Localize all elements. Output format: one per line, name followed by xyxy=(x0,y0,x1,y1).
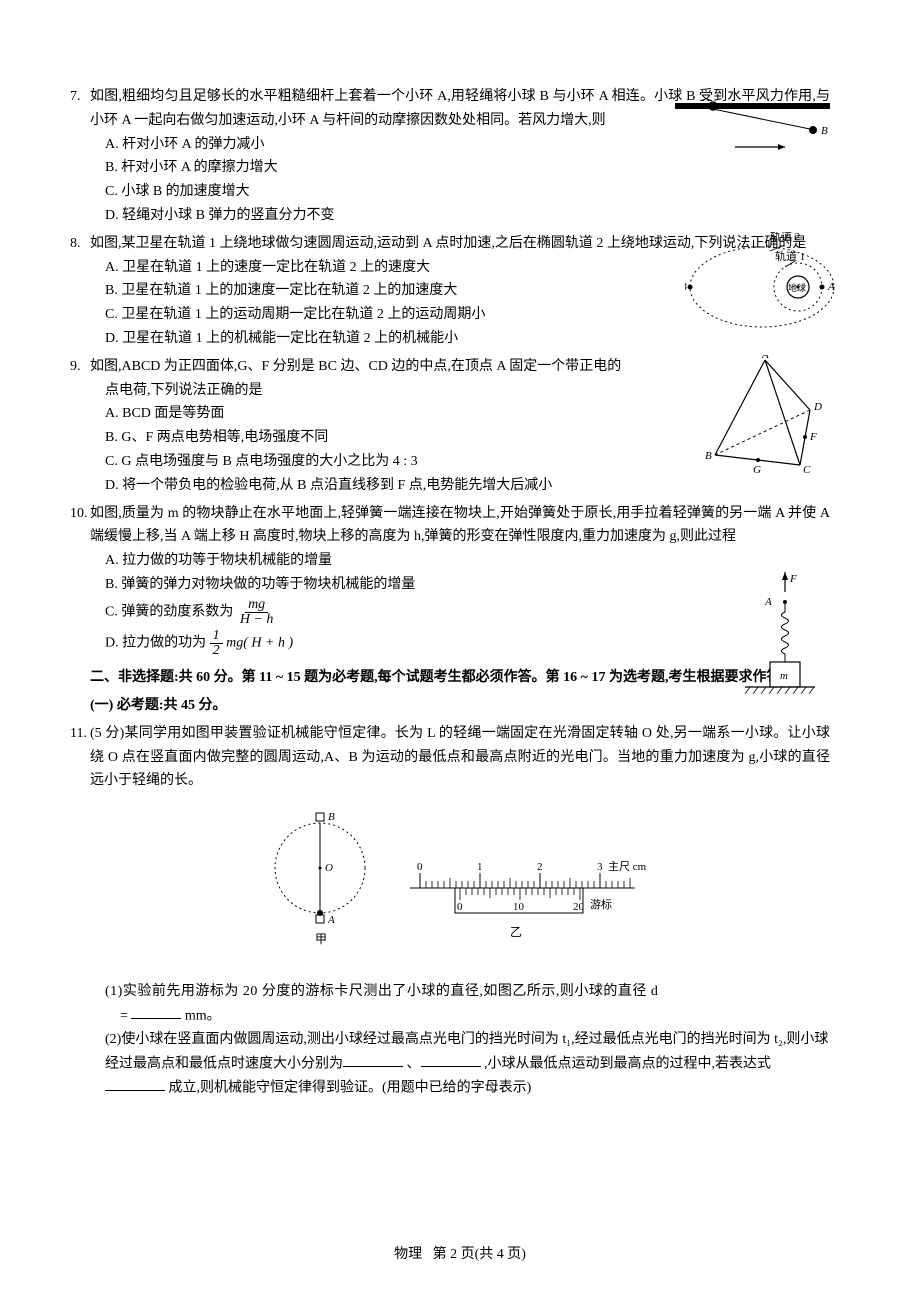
svg-text:C: C xyxy=(803,464,811,475)
q7-option-c: C. 小球 B 的加速度增大 xyxy=(90,180,830,204)
svg-text:主尺 cm: 主尺 cm xyxy=(608,860,647,873)
q9-diagram: A B C D G F xyxy=(705,355,825,475)
svg-text:0: 0 xyxy=(417,861,423,873)
q10-c-frac-bot: H − h xyxy=(237,612,277,627)
q10-option-d: D. 拉力做的功为 12 mg( H + h ) xyxy=(90,628,830,659)
svg-text:轨道 2: 轨道 2 xyxy=(770,232,800,243)
svg-text:A: A xyxy=(327,914,335,926)
svg-text:G: G xyxy=(753,464,761,475)
q7-number: 7. xyxy=(70,85,81,109)
q11-part2-blank1[interactable] xyxy=(343,1052,403,1067)
svg-text:D: D xyxy=(813,401,822,413)
q9-option-d: D. 将一个带负电的检验电荷,从 B 点沿直线移到 F 点,电势能先增大后减小 xyxy=(90,474,830,498)
q7-option-b: B. 杆对小环 A 的摩擦力增大 xyxy=(90,156,830,180)
section2-header: 二、非选择题:共 60 分。第 11 ~ 15 题为必考题,每个试题考生都必须作… xyxy=(90,666,830,690)
q10-number: 10. xyxy=(70,502,88,526)
q11-part2-blank3[interactable] xyxy=(105,1076,165,1091)
question-11: 11. (5 分)某同学用如图甲装置验证机械能守恒定律。长为 L 的轻绳一端固定… xyxy=(90,722,830,1100)
svg-text:地球: 地球 xyxy=(788,282,806,293)
q11-part1-eq: = xyxy=(120,1008,131,1023)
svg-text:0: 0 xyxy=(457,901,463,913)
question-8: 8. 如图,某卫星在轨道 1 上绕地球做匀速圆周运动,运动到 A 点时加速,之后… xyxy=(90,232,830,351)
q11-number: 11. xyxy=(70,722,87,746)
q11-part2-blank2[interactable] xyxy=(421,1052,481,1067)
svg-text:甲: 甲 xyxy=(315,932,327,946)
svg-text:3: 3 xyxy=(597,861,603,873)
svg-text:F: F xyxy=(809,431,817,443)
q11-stem: (5 分)某同学用如图甲装置验证机械能守恒定律。长为 L 的轻绳一端固定在光滑固… xyxy=(90,722,830,793)
svg-text:A: A xyxy=(702,99,710,104)
q11-part2-mid2: ,小球从最低点运动到最高点的过程中,若表达式 xyxy=(484,1056,771,1071)
q10-d-frac-top: 1 xyxy=(210,628,223,644)
q10-stem: 如图,质量为 m 的物块静止在水平地面上,轻弹簧一端连接在物块上,开始弹簧处于原… xyxy=(90,502,830,550)
q9-number: 9. xyxy=(70,355,81,379)
question-10: 10. 如图,质量为 m 的物块静止在水平地面上,轻弹簧一端连接在物块上,开始弹… xyxy=(90,502,830,659)
svg-text:轨道 1: 轨道 1 xyxy=(775,249,805,263)
svg-text:A: A xyxy=(827,281,835,293)
svg-text:游标: 游标 xyxy=(590,897,612,911)
q11-part2-suffix: 成立,则机械能守恒定律得到验证。(用题中已给的字母表示) xyxy=(169,1080,532,1095)
svg-text:m: m xyxy=(780,670,788,682)
page-footer: 物理 第 2 页(共 4 页) xyxy=(0,1243,920,1267)
svg-text:B: B xyxy=(705,450,712,462)
footer-subject: 物理 xyxy=(394,1247,422,1262)
q10-d-prefix: D. 拉力做的功为 xyxy=(105,635,206,650)
q11-part2: (2)使小球在竖直面内做圆周运动,测出小球经过最高点光电门的挡光时间为 t₁,经… xyxy=(90,1028,830,1100)
q10-diagram: F A m xyxy=(730,572,820,702)
q11-part1-prefix: (1)实验前先用游标为 20 分度的游标卡尺测出了小球的直径,如图乙所示,则小球… xyxy=(105,984,658,999)
q10-d-suffix: mg( H + h ) xyxy=(226,635,293,650)
q10-option-c: C. 弹簧的劲度系数为 mgH − h xyxy=(90,597,830,628)
question-7: 7. 如图,粗细均匀且足够长的水平粗糙细杆上套着一个小环 A,用轻绳将小球 B … xyxy=(90,85,830,228)
svg-text:B: B xyxy=(685,281,687,293)
svg-text:A: A xyxy=(764,596,772,608)
svg-text:1: 1 xyxy=(477,861,483,873)
q8-number: 8. xyxy=(70,232,81,256)
svg-text:10: 10 xyxy=(513,901,525,913)
q11-part1-unit: mm。 xyxy=(185,1008,221,1023)
svg-text:A: A xyxy=(761,355,769,361)
q7-option-d: D. 轻绳对小球 B 弹力的竖直分力不变 xyxy=(90,204,830,228)
q7-diagram: A B xyxy=(675,99,830,154)
q11-part1-blank[interactable] xyxy=(131,1004,181,1019)
q8-diagram: 地球 A B 轨道 2 轨道 1 xyxy=(685,232,840,332)
q11-part1: (1)实验前先用游标为 20 分度的游标卡尺测出了小球的直径,如图乙所示,则小球… xyxy=(90,980,830,1004)
q10-d-frac-bot: 2 xyxy=(210,643,223,658)
q10-c-prefix: C. 弹簧的劲度系数为 xyxy=(105,604,233,619)
svg-text:2: 2 xyxy=(537,861,543,873)
svg-text:乙: 乙 xyxy=(510,925,522,939)
svg-text:O: O xyxy=(325,862,333,874)
q11-part2-mid1: 、 xyxy=(407,1056,421,1071)
q10-option-a: A. 拉力做的功等于物块机械能的增量 xyxy=(90,549,830,573)
svg-text:B: B xyxy=(821,125,828,137)
q10-option-b: B. 弹簧的弹力对物块做的功等于物块机械能的增量 xyxy=(90,573,830,597)
svg-text:B: B xyxy=(328,811,335,823)
footer-page: 第 2 页(共 4 页) xyxy=(433,1247,526,1262)
svg-text:20: 20 xyxy=(573,901,585,913)
question-9: 9. 如图,ABCD 为正四面体,G、F 分别是 BC 边、CD 边的中点,在顶… xyxy=(90,355,830,498)
q11-part1-line2: = mm。 xyxy=(90,1004,830,1028)
q11-figure: O B A 甲 xyxy=(90,803,830,962)
q10-c-frac-top: mg xyxy=(245,597,268,613)
section2-sub-header: (一) 必考题:共 45 分。 xyxy=(90,694,830,718)
svg-text:F: F xyxy=(789,573,797,585)
